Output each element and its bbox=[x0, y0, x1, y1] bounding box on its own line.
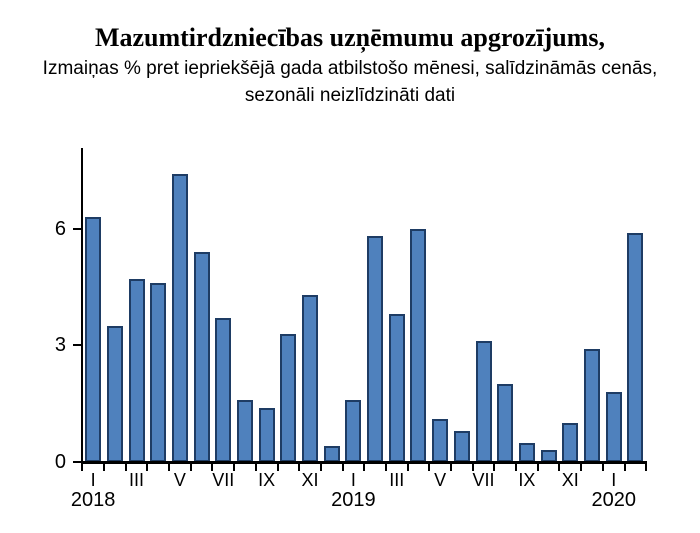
x-tick-label: IX bbox=[518, 470, 536, 490]
bar-2020-I bbox=[605, 391, 622, 462]
y-tick-label: 0 bbox=[54, 451, 66, 473]
x-tick-label: V bbox=[434, 470, 447, 490]
x-axis-tick bbox=[450, 464, 453, 471]
x-axis-tick bbox=[276, 464, 279, 471]
x-tick-label: VII bbox=[472, 470, 495, 490]
bar-2018-XI bbox=[302, 294, 319, 462]
x-axis-tick bbox=[146, 464, 149, 471]
x-axis-tick bbox=[211, 464, 214, 471]
y-axis-line bbox=[81, 148, 83, 464]
bar-2018-V bbox=[171, 174, 188, 462]
bar-2019-IX bbox=[518, 442, 535, 462]
x-axis-tick bbox=[102, 464, 105, 471]
bar-2018-VI bbox=[193, 251, 210, 462]
x-axis-tick bbox=[645, 464, 648, 471]
x-axis-tick bbox=[233, 464, 236, 471]
bar-2019-VI bbox=[453, 430, 470, 462]
bar-2018-VII bbox=[215, 318, 232, 462]
x-axis-tick bbox=[363, 464, 366, 471]
bar-2019-XII bbox=[584, 349, 600, 462]
y-axis-tick bbox=[73, 227, 81, 230]
x-tick-label: IX bbox=[258, 470, 276, 490]
x-axis-line bbox=[81, 461, 648, 464]
y-tick-label: 6 bbox=[54, 217, 66, 240]
bar-2018-I bbox=[85, 216, 102, 462]
x-axis-tick bbox=[623, 464, 626, 471]
bar-2018-X bbox=[280, 333, 297, 462]
x-axis-tick bbox=[558, 464, 561, 471]
x-tick-label: VII bbox=[212, 470, 235, 490]
y-axis-tick bbox=[73, 344, 81, 347]
x-axis-tick bbox=[601, 464, 604, 471]
x-axis-tick bbox=[124, 464, 127, 471]
chart-title: Mazumtirdzniecības uzņēmumu apgrozījums, bbox=[94, 23, 606, 52]
x-axis-tick bbox=[81, 464, 84, 471]
x-tick-label: III bbox=[389, 470, 405, 490]
bar-2018-IX bbox=[258, 407, 275, 462]
bar-2019-VIII bbox=[497, 384, 514, 462]
x-tick-label: I bbox=[611, 470, 617, 490]
bar-2020-II bbox=[627, 232, 644, 462]
bar-2018-VIII bbox=[236, 399, 253, 462]
y-axis-tick bbox=[73, 461, 81, 463]
bar-2019-V bbox=[432, 419, 449, 462]
x-axis-tick bbox=[406, 464, 409, 471]
bar-2019-I bbox=[345, 399, 362, 462]
year-label: 2018 bbox=[70, 489, 116, 511]
x-axis-tick bbox=[471, 464, 474, 471]
x-axis-tick bbox=[428, 464, 431, 471]
x-axis-tick bbox=[254, 464, 257, 471]
year-label: 2020 bbox=[591, 489, 636, 511]
bar-2019-XI bbox=[562, 423, 579, 462]
x-axis-tick bbox=[168, 464, 171, 471]
year-label: 2019 bbox=[331, 489, 376, 511]
x-axis-tick bbox=[189, 464, 192, 471]
bar-2019-II bbox=[367, 236, 384, 462]
chart-subtitle-line2: sezonāli neizlīdzināti dati bbox=[244, 85, 456, 106]
bar-2018-III bbox=[128, 279, 145, 462]
x-axis-tick bbox=[493, 464, 496, 471]
x-axis-tick bbox=[580, 464, 583, 471]
x-axis-tick bbox=[319, 464, 322, 471]
x-tick-label: XI bbox=[301, 470, 319, 490]
x-axis-tick bbox=[298, 464, 301, 471]
bar-2018-XII bbox=[323, 446, 340, 462]
bar-2019-VII bbox=[475, 341, 492, 462]
x-axis-tick bbox=[515, 464, 518, 471]
bar-2018-II bbox=[106, 325, 123, 462]
x-tick-label: V bbox=[173, 470, 186, 490]
chart-subtitle-line1: Izmaiņas % pret iepriekšējā gada atbilst… bbox=[42, 58, 658, 79]
bar-2019-IV bbox=[410, 228, 427, 462]
x-tick-label: I bbox=[350, 470, 356, 490]
x-axis-tick bbox=[536, 464, 539, 471]
bar-2019-III bbox=[388, 314, 405, 462]
x-axis-tick bbox=[384, 464, 387, 471]
bar-2018-IV bbox=[150, 283, 167, 462]
y-tick-label: 3 bbox=[54, 334, 66, 357]
x-tick-label: III bbox=[129, 470, 145, 490]
x-tick-label: XI bbox=[561, 470, 579, 490]
x-axis-tick bbox=[341, 464, 344, 471]
x-tick-label: I bbox=[90, 470, 96, 490]
